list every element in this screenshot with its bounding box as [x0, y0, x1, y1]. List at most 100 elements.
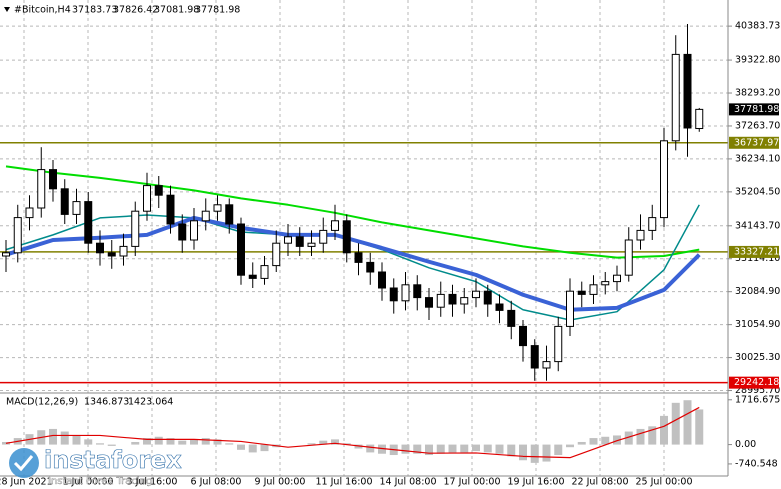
level-label: 33327.21 — [734, 246, 779, 257]
y-tick-label: 33114.10 — [735, 253, 780, 264]
macd-signal — [5, 406, 700, 459]
candle-body — [13, 217, 22, 254]
macd-bar — [72, 435, 81, 445]
ohlc-open: 37183.73 — [72, 5, 117, 16]
candle-body — [448, 293, 457, 305]
macd-bar — [60, 431, 69, 445]
macd-bar — [660, 415, 668, 445]
symbol: #Bitcoin,H4 — [14, 5, 71, 16]
macd-bar — [507, 444, 516, 457]
macd-signal-value: 1423.064 — [128, 397, 173, 408]
logo-tagline: Instant Forex Tracing — [48, 476, 152, 487]
candle-body — [248, 274, 257, 279]
last-price-bg — [729, 103, 779, 116]
macd-title: MACD(12,26,9) — [6, 397, 78, 408]
macd-bar — [201, 438, 210, 445]
candle-body — [519, 325, 527, 347]
moving-average — [5, 165, 700, 259]
x-tick-label: 11 Jul 16:00 — [316, 477, 373, 488]
candle-body — [401, 284, 410, 302]
candle-body — [96, 242, 104, 254]
candle-body — [542, 361, 551, 369]
candle-body — [319, 229, 328, 244]
x-tick-label: 25 Jul 00:00 — [636, 477, 693, 488]
macd-bar — [671, 402, 680, 445]
macd-bar — [613, 435, 621, 445]
candle-body — [660, 140, 668, 219]
macd-bar — [448, 444, 457, 453]
x-tick-label: 14 Jul 08:00 — [380, 477, 437, 488]
x-tick-label: 28 Jun 2021 — [0, 477, 53, 488]
macd-bar — [331, 439, 339, 445]
y-tick-label: 36234.10 — [735, 153, 780, 164]
candle-body — [378, 271, 386, 289]
y-tick-label: 28995.70 — [735, 385, 780, 396]
candle-body — [425, 297, 433, 308]
x-tick-label: 22 Jul 08:00 — [572, 477, 629, 488]
candle-body — [566, 290, 574, 327]
logo-mark — [13, 455, 34, 472]
macd-bar — [542, 444, 551, 462]
candle-body — [671, 53, 680, 142]
candle-body — [307, 242, 316, 247]
logo: instaforex Instant Forex Tracing — [9, 446, 183, 487]
macd-bar — [319, 440, 328, 445]
candle-body — [260, 265, 269, 279]
candle-body — [589, 284, 598, 295]
ohlc-high: 37826.42 — [113, 5, 158, 16]
candle-body — [554, 325, 563, 363]
candle-body — [460, 297, 469, 305]
y-tick-label: 31054.90 — [735, 319, 780, 330]
candle-body — [190, 220, 198, 241]
macd-bar — [425, 444, 433, 456]
candle-body — [201, 210, 210, 222]
candle-body — [331, 220, 339, 231]
candle-body — [284, 236, 292, 244]
macd-bar — [166, 438, 175, 445]
y-tick-label: 39322.80 — [735, 55, 780, 66]
candle-body — [295, 236, 304, 247]
candle-body — [154, 185, 163, 196]
candle-body — [495, 303, 504, 311]
candle-body — [131, 210, 140, 247]
macd-bar — [472, 444, 480, 452]
ohlc-low: 37081.98 — [154, 5, 199, 16]
x-tick-label: 6 Jul 08:00 — [191, 477, 242, 488]
macd-bar — [460, 444, 469, 453]
candle-body — [237, 223, 245, 276]
macd-value: 1346.873 — [84, 397, 129, 408]
candle-body — [2, 252, 10, 257]
candle-body — [472, 290, 480, 299]
macd-bar — [378, 444, 386, 454]
candle-body — [354, 252, 363, 263]
y-tick-label: 0.00 — [735, 439, 756, 450]
level-label: 29242.18 — [734, 377, 779, 388]
candle-body — [119, 245, 128, 257]
y-tick-label: -740.548 — [735, 458, 778, 469]
candle-body — [683, 53, 692, 129]
y-tick-label: 37263.70 — [735, 120, 780, 131]
macd-bar — [695, 409, 704, 445]
macd-bar — [354, 444, 363, 449]
level-label-bg — [729, 245, 779, 258]
candle-body — [413, 284, 422, 299]
candle-body — [49, 169, 57, 190]
y-tick-label: 40383.73 — [735, 21, 780, 32]
macd-bar — [213, 439, 222, 445]
x-tick-label: 19 Jul 16:00 — [508, 477, 565, 488]
macd-bar — [530, 444, 539, 463]
macd-bar — [683, 400, 692, 445]
macd-bar — [248, 444, 257, 453]
level-label-bg — [729, 136, 779, 149]
macd-bar — [96, 443, 104, 445]
candle-body — [648, 217, 657, 231]
y-tick-label: 32084.90 — [735, 286, 780, 297]
macd-bar — [190, 439, 198, 445]
y-tick-label: 30025.30 — [735, 352, 780, 363]
macd-bar — [436, 444, 445, 454]
candle-body — [577, 290, 586, 295]
macd-bar — [178, 440, 187, 445]
candle-body — [272, 242, 281, 267]
macd-bar — [554, 444, 563, 456]
macd-bar — [624, 431, 633, 445]
